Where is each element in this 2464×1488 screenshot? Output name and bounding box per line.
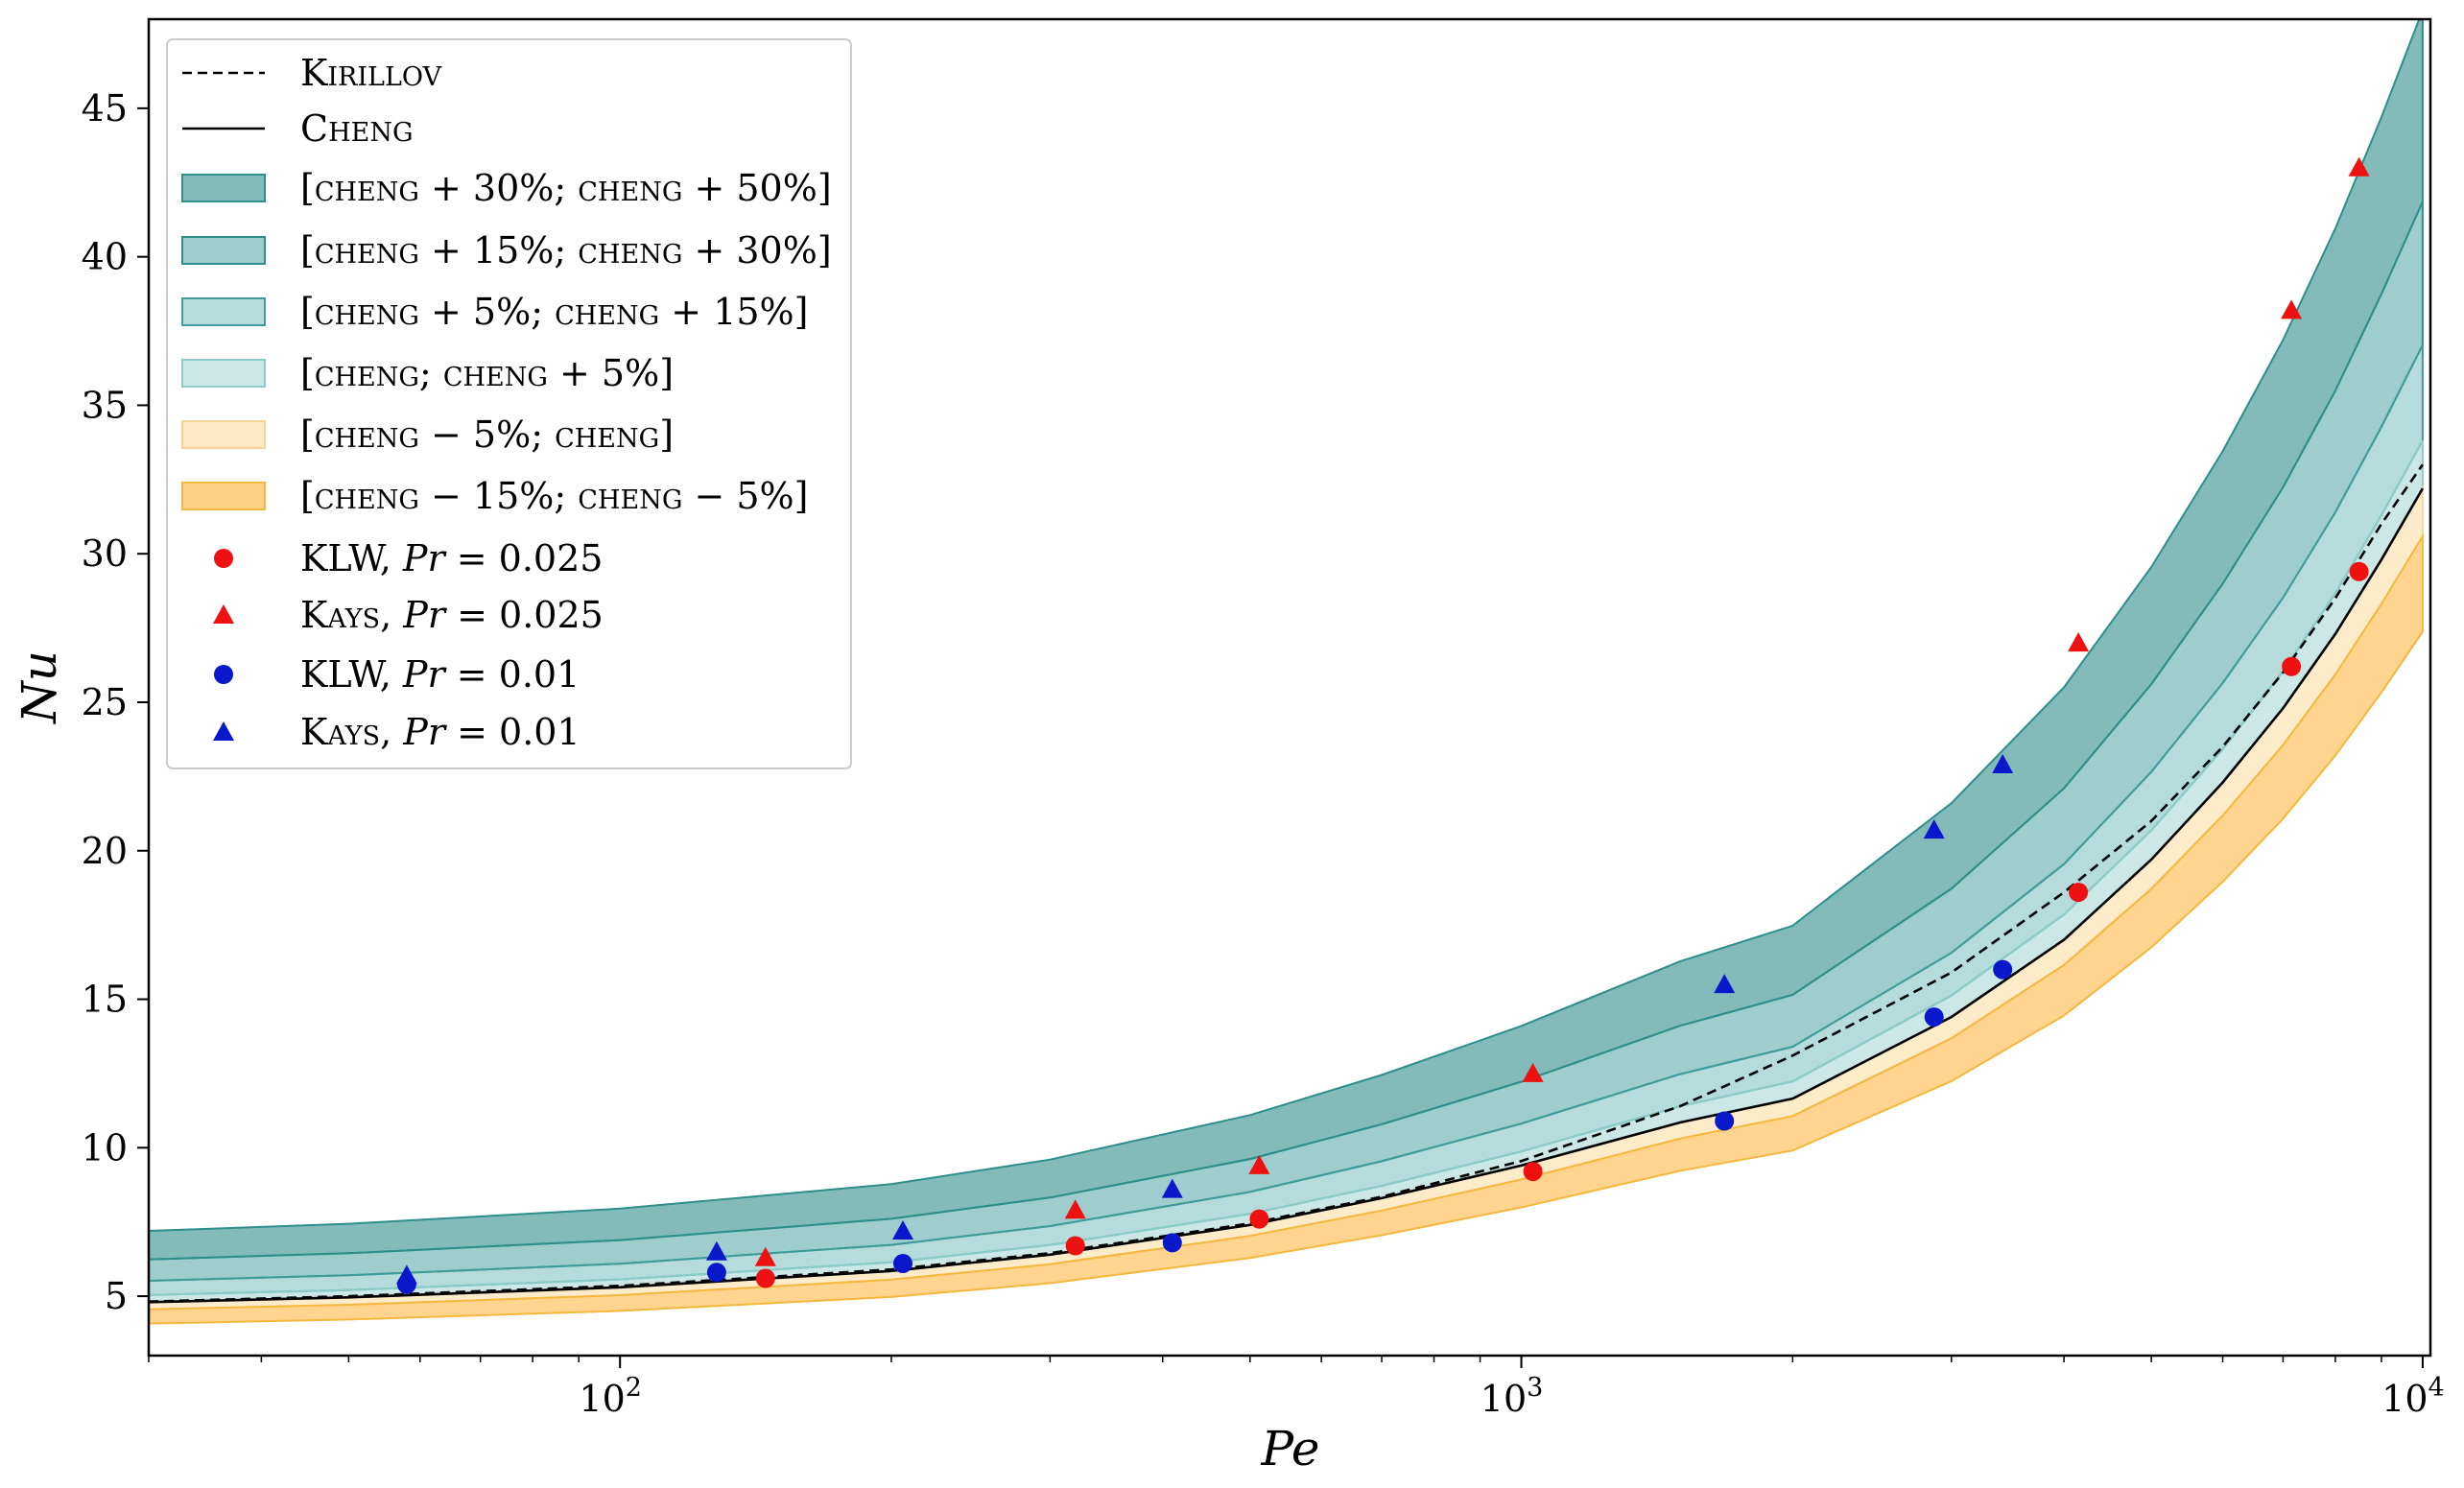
legend-handle-band2 — [181, 236, 266, 265]
band-6 — [149, 532, 2424, 1325]
y-tick-label-15: 15 — [82, 979, 128, 1021]
point-triangle-3-0 — [395, 1264, 417, 1285]
legend-label-band3: [cheng + 5%; cheng + 15%] — [300, 291, 809, 333]
point-triangle-1-5 — [2281, 299, 2303, 319]
point-triangle-3-4 — [1714, 974, 1736, 994]
plot-frame — [147, 17, 2432, 1358]
legend-label-kays-pr001: Kays, Pr = 0.01 — [300, 711, 580, 753]
y-tick-label-35: 35 — [82, 384, 128, 426]
legend-marker-klw-pr0025 — [214, 549, 233, 568]
legend-handle-band1 — [181, 174, 266, 202]
legend-handle-band6 — [181, 482, 266, 510]
point-circle-2-5 — [1924, 1007, 1944, 1027]
point-triangle-3-5 — [1923, 819, 1945, 839]
y-tick-label-45: 45 — [82, 87, 128, 130]
point-circle-2-1 — [706, 1263, 726, 1283]
points-layer — [395, 156, 2370, 1294]
point-circle-0-4 — [2069, 883, 2089, 903]
legend-frame — [166, 38, 852, 769]
point-circle-0-1 — [1065, 1236, 1085, 1256]
point-circle-2-4 — [1715, 1111, 1735, 1131]
legend-marker-klw-pr001 — [214, 665, 233, 684]
legend-label-band4: [cheng; cheng + 5%] — [300, 352, 674, 394]
ticks-layer: 5 10 15 20 25 30 35 40 45 102 103 104 — [82, 87, 2445, 1420]
point-circle-2-2 — [893, 1254, 912, 1273]
y-tick-label-5: 5 — [105, 1275, 128, 1317]
legend-label-klw-pr0025: KLW, Pr = 0.025 — [300, 537, 603, 579]
point-triangle-1-2 — [1248, 1154, 1270, 1174]
point-triangle-1-3 — [1522, 1062, 1544, 1082]
legend-handle-band4 — [181, 359, 266, 388]
y-tick-label-25: 25 — [82, 681, 128, 723]
x-tick-label-100: 102 — [579, 1373, 642, 1420]
legend-handle-band3 — [181, 297, 266, 326]
legend: Kirillov Cheng [cheng + 30%; cheng + 50%… — [166, 38, 852, 769]
legend-label-kirillov: Kirillov — [300, 52, 442, 94]
point-triangle-3-6 — [1992, 754, 2014, 773]
point-circle-0-0 — [755, 1268, 775, 1288]
legend-handle-band5 — [181, 420, 266, 449]
x-tick-label-1000: 103 — [1481, 1373, 1544, 1420]
y-tick-label-10: 10 — [82, 1126, 128, 1169]
point-triangle-1-4 — [2068, 632, 2090, 652]
point-triangle-3-1 — [705, 1240, 727, 1261]
legend-label-band2: [cheng + 15%; cheng + 30%] — [300, 229, 832, 272]
point-triangle-3-3 — [1161, 1178, 1183, 1198]
x-tick-label-10000: 104 — [2381, 1373, 2445, 1420]
y-axis-label: Nu — [12, 650, 67, 724]
y-tick-label-20: 20 — [82, 830, 128, 872]
point-triangle-1-6 — [2348, 156, 2370, 177]
legend-marker-kays-pr001 — [213, 721, 234, 741]
legend-label-band5: [cheng − 5%; cheng] — [300, 413, 674, 456]
legend-label-klw-pr001: KLW, Pr = 0.01 — [300, 653, 580, 696]
legend-label-kays-pr0025: Kays, Pr = 0.025 — [300, 594, 604, 636]
y-tick-label-40: 40 — [82, 236, 128, 278]
legend-label-cheng: Cheng — [300, 107, 414, 150]
point-circle-0-5 — [2282, 656, 2302, 676]
point-triangle-1-0 — [754, 1246, 776, 1266]
y-tick-label-30: 30 — [82, 532, 128, 575]
point-circle-0-6 — [2349, 561, 2369, 581]
point-triangle-1-1 — [1064, 1199, 1086, 1219]
point-circle-2-3 — [1162, 1233, 1182, 1253]
legend-label-band6: [cheng − 15%; cheng − 5%] — [300, 475, 809, 517]
point-circle-0-3 — [1523, 1162, 1543, 1182]
line-cheng — [149, 487, 2425, 1304]
x-axis-label: Pe — [1261, 1421, 1320, 1476]
point-circle-0-2 — [1249, 1209, 1269, 1229]
point-triangle-3-2 — [892, 1220, 913, 1240]
point-circle-2-6 — [1993, 959, 2013, 980]
legend-label-band1: [cheng + 30%; cheng + 50%] — [300, 167, 832, 209]
legend-marker-kays-pr0025 — [213, 604, 234, 624]
